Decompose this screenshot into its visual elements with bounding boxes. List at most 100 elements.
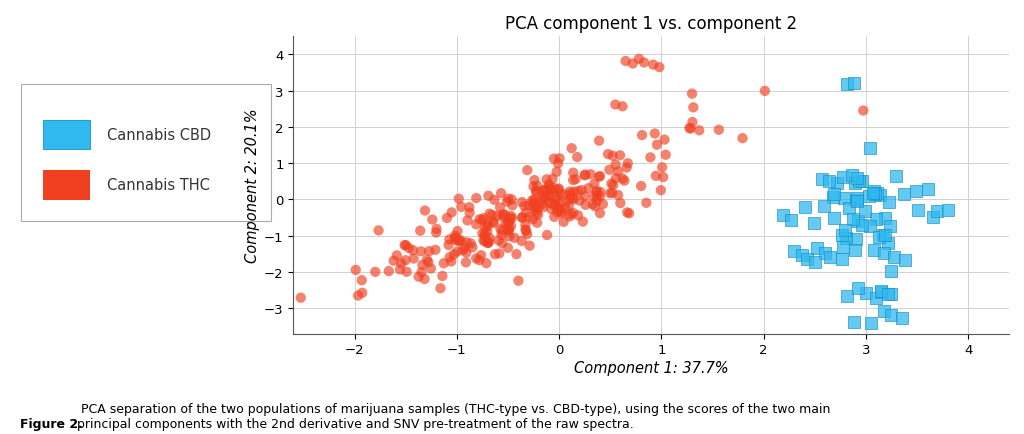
- FancyBboxPatch shape: [37, 171, 87, 201]
- Point: [841, 205, 857, 212]
- Point: [424, 217, 440, 224]
- Point: [786, 248, 803, 255]
- Point: [503, 213, 519, 220]
- Point: [480, 193, 497, 200]
- Point: [397, 242, 414, 249]
- Point: [508, 251, 524, 258]
- Point: [868, 295, 885, 302]
- Point: [527, 207, 544, 214]
- Point: [840, 293, 856, 299]
- Point: [414, 262, 430, 269]
- Point: [837, 195, 853, 202]
- Point: [539, 177, 555, 184]
- Point: [542, 200, 558, 207]
- Point: [423, 266, 439, 273]
- Point: [517, 210, 534, 217]
- Point: [570, 188, 587, 195]
- Point: [504, 215, 520, 222]
- Point: [592, 210, 608, 217]
- Point: [883, 268, 899, 275]
- Point: [447, 235, 464, 242]
- Point: [604, 153, 621, 160]
- Point: [404, 247, 421, 254]
- Point: [500, 245, 516, 252]
- Point: [396, 242, 413, 249]
- Point: [820, 178, 837, 184]
- Point: [816, 203, 833, 210]
- Point: [521, 243, 538, 250]
- Point: [645, 62, 662, 69]
- Point: [603, 181, 620, 187]
- Point: [492, 204, 508, 211]
- Point: [873, 289, 890, 296]
- Point: [877, 250, 893, 257]
- Point: [367, 269, 383, 276]
- Point: [877, 232, 893, 239]
- Point: [868, 191, 885, 197]
- Point: [610, 168, 627, 175]
- Point: [862, 145, 879, 151]
- Point: [577, 172, 593, 179]
- Text: PCA separation of the two populations of marijuana samples (THC-type vs. CBD-typ: PCA separation of the two populations of…: [77, 402, 830, 430]
- Point: [858, 290, 874, 297]
- Point: [539, 232, 555, 239]
- Point: [583, 171, 599, 178]
- Point: [478, 260, 495, 267]
- Point: [546, 156, 562, 163]
- Point: [412, 228, 428, 235]
- Point: [441, 237, 458, 243]
- Point: [567, 176, 584, 183]
- Point: [460, 217, 476, 224]
- Point: [514, 214, 530, 221]
- Point: [546, 214, 562, 221]
- Point: [799, 256, 815, 263]
- Point: [518, 228, 535, 235]
- Point: [757, 88, 773, 95]
- Point: [863, 320, 880, 327]
- Point: [519, 231, 536, 238]
- Point: [837, 227, 853, 234]
- Point: [873, 288, 890, 295]
- Point: [775, 212, 792, 219]
- Point: [562, 211, 579, 218]
- Point: [524, 217, 541, 224]
- Point: [870, 233, 887, 240]
- Point: [888, 174, 904, 181]
- Point: [834, 232, 850, 239]
- Point: [550, 161, 566, 168]
- Point: [500, 227, 516, 233]
- Point: [516, 203, 532, 210]
- Point: [420, 259, 436, 266]
- Point: [535, 189, 551, 196]
- Point: [503, 223, 519, 230]
- Point: [493, 190, 509, 197]
- Point: [563, 145, 580, 152]
- Point: [526, 177, 543, 184]
- Point: [438, 215, 455, 222]
- Point: [573, 187, 590, 194]
- Point: [570, 212, 587, 219]
- Point: [480, 240, 497, 247]
- Text: Cannabis CBD: Cannabis CBD: [104, 128, 208, 143]
- Point: [514, 238, 530, 245]
- Point: [605, 182, 622, 189]
- Point: [350, 293, 367, 299]
- Point: [552, 201, 568, 207]
- Point: [520, 214, 537, 221]
- Point: [353, 277, 370, 284]
- Point: [462, 210, 478, 217]
- Point: [417, 207, 433, 214]
- Point: [500, 196, 516, 203]
- Point: [483, 212, 500, 219]
- Point: [485, 220, 502, 227]
- Point: [711, 127, 727, 134]
- Point: [473, 252, 489, 259]
- Point: [443, 210, 460, 217]
- Point: [633, 183, 649, 190]
- Point: [595, 201, 611, 208]
- Point: [494, 227, 510, 234]
- Point: [845, 216, 861, 223]
- Point: [621, 210, 637, 217]
- Point: [434, 273, 451, 280]
- Point: [557, 205, 573, 212]
